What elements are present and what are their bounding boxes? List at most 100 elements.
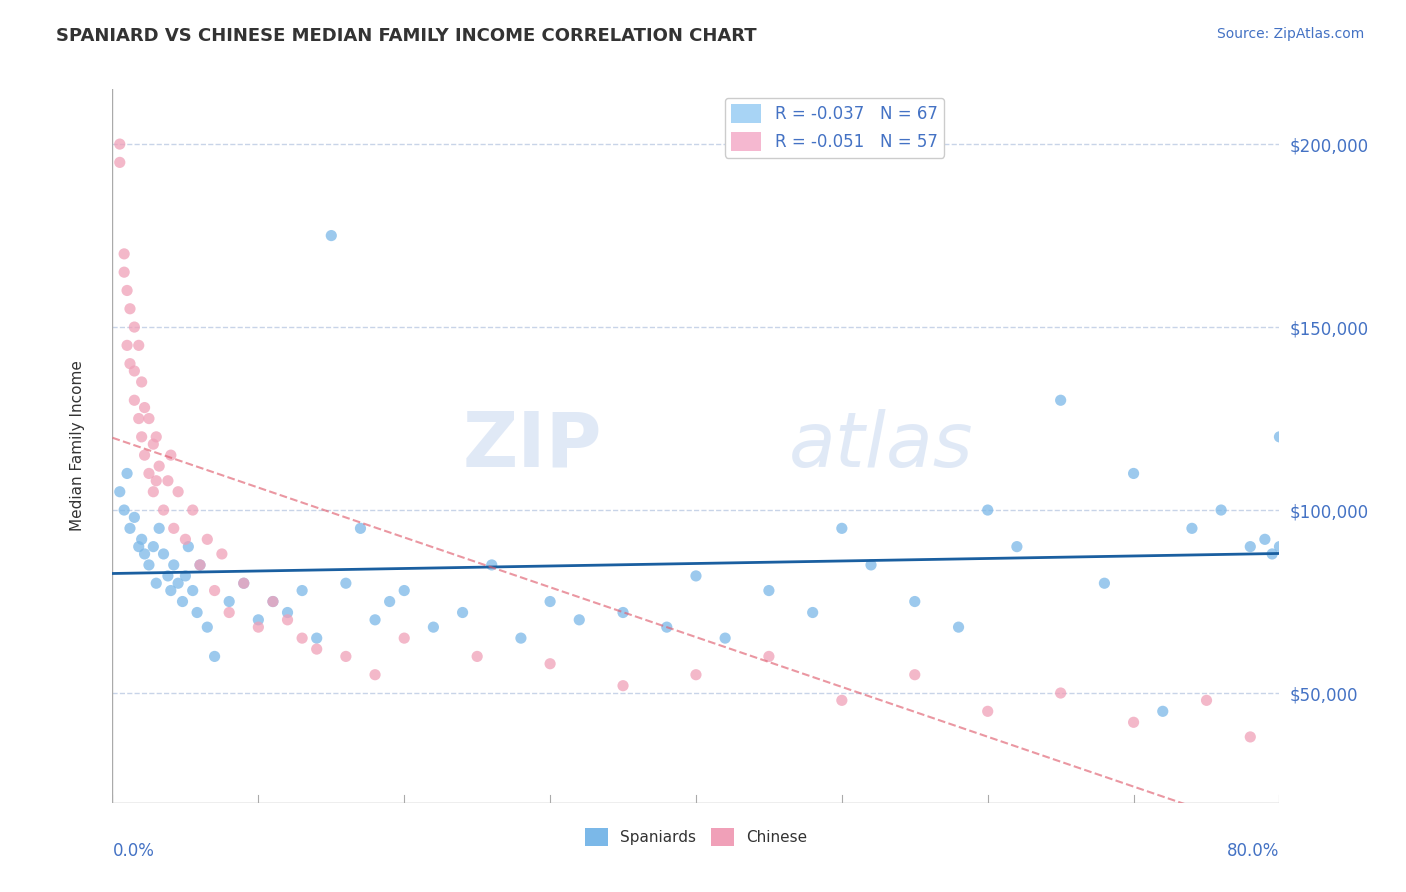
Point [860, 558, 883, 572]
Point [115, 467, 138, 481]
Point [142, 540, 165, 554]
Legend: Spaniards, Chinese: Spaniards, Chinese [578, 822, 814, 852]
Point [195, 620, 218, 634]
Point [364, 613, 387, 627]
Point [186, 606, 208, 620]
Point [291, 631, 314, 645]
Point [1049, 686, 1071, 700]
Point [1261, 547, 1284, 561]
Point [1195, 693, 1218, 707]
Point [167, 484, 190, 499]
Point [276, 606, 298, 620]
Point [131, 533, 153, 547]
Point [247, 613, 270, 627]
Point [148, 459, 170, 474]
Point [128, 338, 150, 352]
Point [1122, 467, 1144, 481]
Point [156, 474, 179, 488]
Point [1268, 430, 1291, 444]
Text: SPANIARD VS CHINESE MEDIAN FAMILY INCOME CORRELATION CHART: SPANIARD VS CHINESE MEDIAN FAMILY INCOME… [56, 27, 756, 45]
Point [758, 649, 780, 664]
Point [145, 430, 167, 444]
Point [831, 521, 853, 535]
Point [156, 569, 179, 583]
Point [451, 606, 474, 620]
Point [262, 594, 284, 608]
Point [112, 247, 135, 261]
Point [465, 649, 488, 664]
Text: Median Family Income: Median Family Income [70, 360, 84, 532]
Text: Source: ZipAtlas.com: Source: ZipAtlas.com [1216, 27, 1364, 41]
Point [714, 631, 737, 645]
Point [976, 503, 998, 517]
Point [131, 375, 153, 389]
Point [276, 613, 298, 627]
Point [152, 503, 174, 517]
Point [232, 576, 254, 591]
Point [211, 547, 233, 561]
Point [152, 547, 174, 561]
Point [1239, 540, 1261, 554]
Point [163, 521, 186, 535]
Point [124, 393, 146, 408]
Point [305, 631, 328, 645]
Point [174, 569, 197, 583]
Point [142, 484, 165, 499]
Point [305, 642, 328, 657]
Point [758, 583, 780, 598]
Point [1209, 503, 1232, 517]
Point [1239, 730, 1261, 744]
Point [335, 576, 357, 591]
Point [612, 606, 634, 620]
Point [148, 521, 170, 535]
Point [142, 437, 165, 451]
Point [131, 430, 153, 444]
Point [112, 503, 135, 517]
Point [538, 594, 561, 608]
Point [134, 401, 156, 415]
Point [167, 576, 190, 591]
Point [160, 583, 183, 598]
Point [118, 301, 141, 316]
Point [232, 576, 254, 591]
Point [568, 613, 591, 627]
Point [188, 558, 211, 572]
Point [160, 448, 183, 462]
Point [163, 558, 186, 572]
Point [177, 540, 200, 554]
Point [685, 569, 707, 583]
Point [976, 704, 998, 718]
Point [1094, 576, 1116, 591]
Point [1268, 540, 1291, 554]
Point [1049, 393, 1071, 408]
Point [218, 594, 240, 608]
Point [172, 594, 194, 608]
Point [124, 320, 146, 334]
Point [204, 583, 226, 598]
Point [509, 631, 531, 645]
Point [1005, 540, 1028, 554]
Point [321, 228, 343, 243]
Point [1122, 715, 1144, 730]
Point [124, 364, 146, 378]
Point [115, 338, 138, 352]
Point [218, 606, 240, 620]
Point [904, 594, 927, 608]
Point [378, 594, 401, 608]
Point [112, 265, 135, 279]
Text: ZIP: ZIP [463, 409, 603, 483]
Point [291, 583, 314, 598]
Point [115, 284, 138, 298]
Text: atlas: atlas [789, 409, 974, 483]
Point [128, 540, 150, 554]
Point [422, 620, 444, 634]
Point [134, 448, 156, 462]
Point [108, 484, 131, 499]
Point [394, 583, 416, 598]
Point [174, 533, 197, 547]
Point [138, 411, 160, 425]
Point [195, 533, 218, 547]
Point [108, 155, 131, 169]
Point [655, 620, 678, 634]
Point [1152, 704, 1174, 718]
